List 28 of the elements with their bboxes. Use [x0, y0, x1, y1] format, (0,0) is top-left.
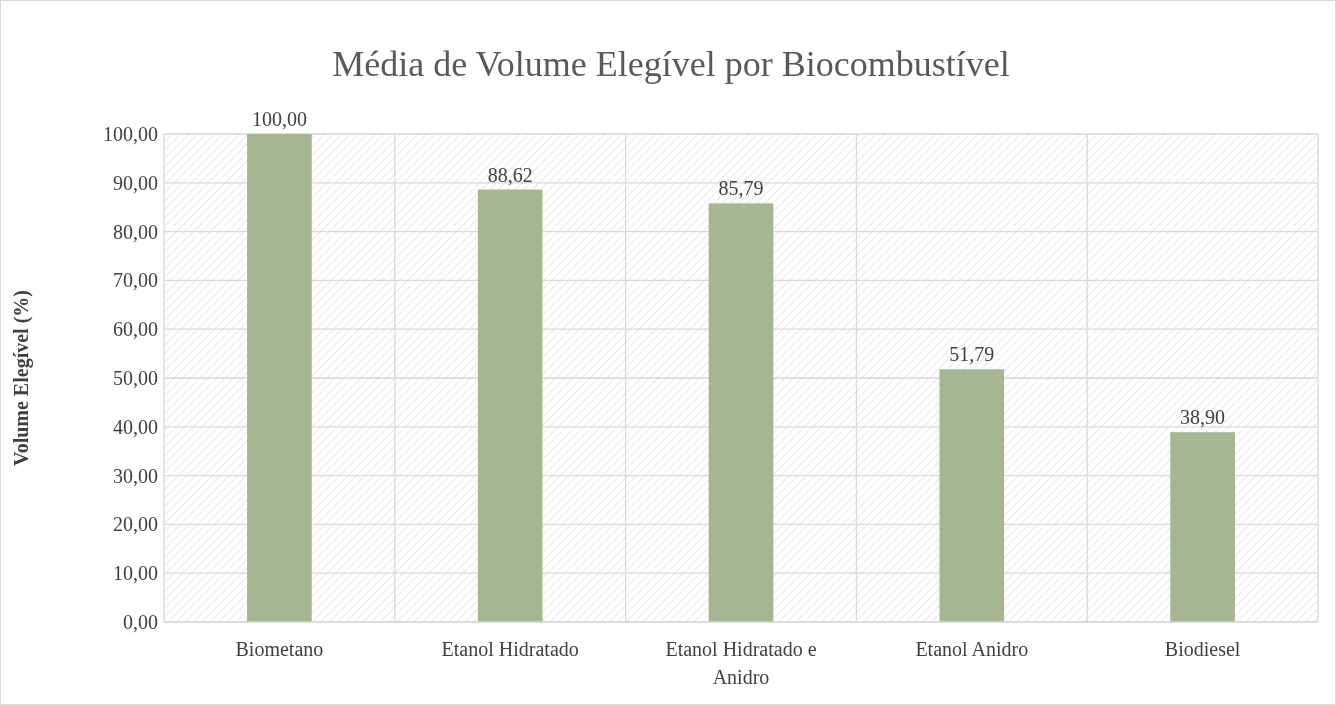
bar	[477, 189, 543, 622]
y-tick-label: 10,00	[113, 562, 158, 585]
bar	[1170, 432, 1235, 622]
y-tick-label: 70,00	[113, 269, 158, 292]
x-tick-label: Etanol Hidratado e Anidro	[665, 638, 817, 688]
y-tick-label: 20,00	[113, 513, 158, 536]
y-tick-label: 0,00	[123, 611, 158, 633]
data-label: 38,90	[1180, 406, 1226, 429]
y-axis-title: Volume Elegível (%)	[10, 290, 33, 466]
y-tick-label: 100,00	[103, 123, 158, 145]
data-label: 88,62	[487, 163, 533, 186]
bar	[708, 203, 774, 622]
data-label: 51,79	[949, 343, 995, 366]
x-tick-label: Etanol Anidro	[915, 638, 1029, 660]
x-tick-label: Biometano	[235, 638, 324, 660]
y-tick-label: 90,00	[113, 171, 158, 194]
x-tick-label: Etanol Hidratado	[441, 638, 579, 660]
bar	[247, 134, 312, 622]
data-label: 85,79	[718, 177, 764, 200]
y-tick-label: 60,00	[113, 318, 158, 341]
bar	[939, 369, 1005, 622]
y-tick-label: 40,00	[113, 415, 158, 438]
y-tick-label: 30,00	[113, 464, 158, 487]
x-tick-label: Biodiesel	[1164, 638, 1241, 660]
y-tick-label: 80,00	[113, 220, 158, 243]
chart-title: Média de Volume Elegível por Biocombustível	[332, 44, 1010, 84]
y-tick-label: 50,00	[113, 367, 158, 389]
data-label: 100,00	[251, 108, 307, 130]
